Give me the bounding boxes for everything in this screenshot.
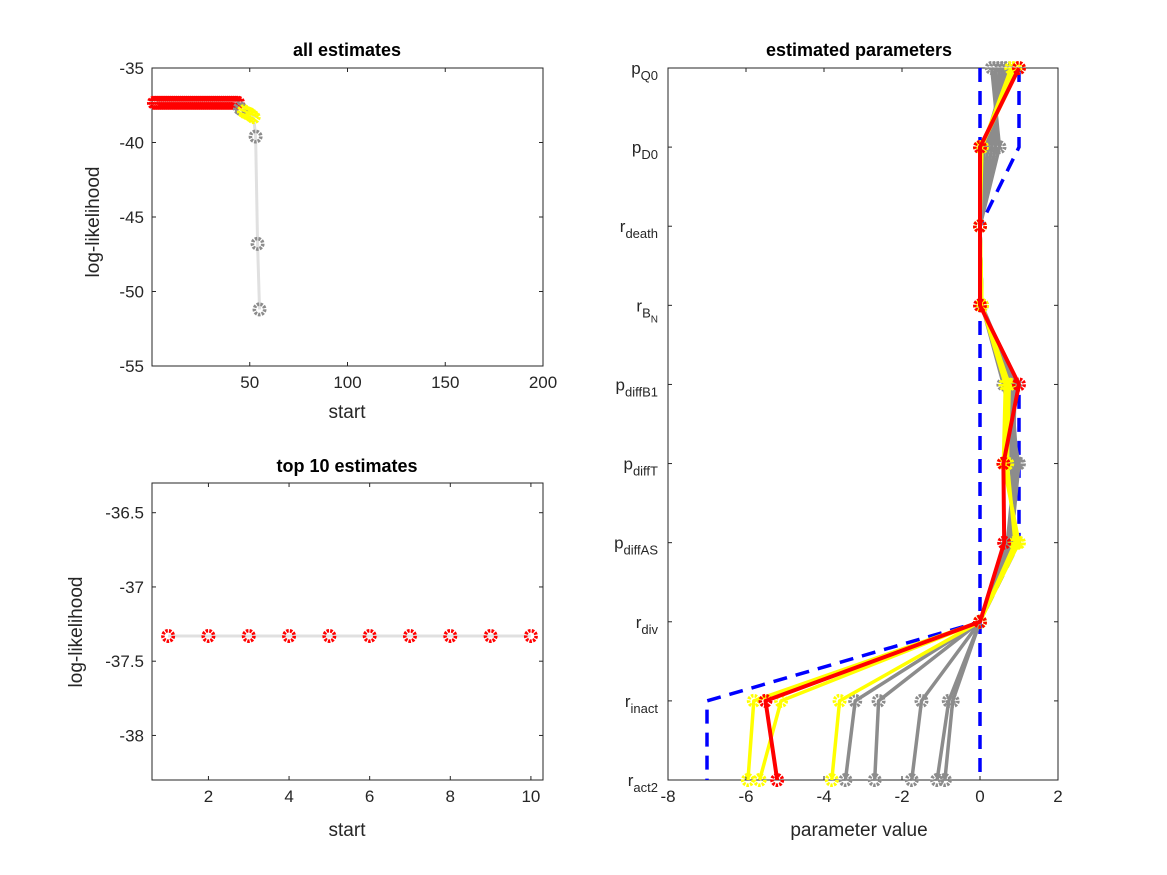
top10-estimates-ytick-label: -37 xyxy=(119,578,144,597)
parameter-series-point xyxy=(758,693,773,708)
all-estimates-point xyxy=(248,129,263,144)
all-estimates-ytick-label: -55 xyxy=(119,357,144,376)
parameter-series-point xyxy=(972,140,987,155)
top10-estimates-ytick-label: -38 xyxy=(119,726,144,745)
estimated-parameters-axes-box xyxy=(667,67,1059,781)
parameter-tick-label: rdiv xyxy=(636,613,659,637)
parameter-series-point xyxy=(996,456,1011,471)
all-estimates-point xyxy=(246,110,261,125)
parameter-tick-label: rdeath xyxy=(620,217,658,241)
top10-estimates-point xyxy=(201,628,216,643)
all-estimates-xtick-label: 50 xyxy=(240,373,259,392)
all-estimates-xlabel: start xyxy=(329,402,367,423)
top10-estimates-point xyxy=(362,628,377,643)
parameter-series-point xyxy=(941,693,956,708)
top10-estimates-point xyxy=(402,628,417,643)
parameter-series-point xyxy=(824,772,839,787)
parameter-series-point xyxy=(1011,60,1026,75)
parameter-series-point xyxy=(972,219,987,234)
parameter-series-point xyxy=(904,772,919,787)
top10-estimates-point xyxy=(483,628,498,643)
parameter-series-point xyxy=(848,693,863,708)
top10-estimates-xtick-label: 10 xyxy=(521,787,540,806)
parameter-series-line xyxy=(910,67,1019,781)
top10-estimates-ytick-label: -37.5 xyxy=(105,652,144,671)
parameter-series-point xyxy=(832,693,847,708)
parameter-series-point xyxy=(1008,535,1023,550)
parameter-tick-label: pdiffT xyxy=(623,455,658,479)
parameter-tick-label: pdiffB1 xyxy=(616,375,658,399)
top10-estimates-point xyxy=(523,628,538,643)
top10-estimates-ytick-label: -36.5 xyxy=(105,504,144,523)
top10-estimates-xtick-label: 8 xyxy=(446,787,455,806)
parameter-series-point xyxy=(740,772,755,787)
all-estimates-title: all estimates xyxy=(293,40,401,60)
parameter-series-point xyxy=(1011,377,1026,392)
parameter-series-point xyxy=(838,772,853,787)
top10-estimates-xtick-label: 2 xyxy=(204,787,213,806)
estimated-parameters-title: estimated parameters xyxy=(766,40,952,60)
all-estimates-ytick-label: -50 xyxy=(119,283,144,302)
parameter-series-point xyxy=(937,772,952,787)
estimated-parameters-xtick-label: -4 xyxy=(816,787,831,806)
estimated-parameters-xtick-label: 2 xyxy=(1053,787,1062,806)
top10-estimates-point xyxy=(161,628,176,643)
top10-estimates-point xyxy=(282,628,297,643)
parameter-series-point xyxy=(972,614,987,629)
estimated-parameters-xtick-label: -6 xyxy=(738,787,753,806)
parameter-series-point xyxy=(914,693,929,708)
all-estimates-point xyxy=(252,302,267,317)
top10-estimates-point xyxy=(241,628,256,643)
parameter-series-point xyxy=(997,535,1012,550)
parameter-tick-label: rinact xyxy=(625,692,659,716)
top10-estimates-xtick-label: 6 xyxy=(365,787,374,806)
parameter-tick-label: pdiffAS xyxy=(614,534,658,558)
all-estimates-xtick-label: 150 xyxy=(431,373,459,392)
all-estimates-ytick-label: -35 xyxy=(119,59,144,78)
all-estimates-ytick-label: -40 xyxy=(119,134,144,153)
parameter-series-point xyxy=(972,298,987,313)
estimated-parameters-panel: estimated parameters parameter value -8 -… xyxy=(614,40,1063,841)
all-estimates-xtick-label: 200 xyxy=(529,373,557,392)
parameter-series-line xyxy=(763,67,1021,781)
all-estimates-connector-line xyxy=(153,101,262,310)
parameter-series-point xyxy=(770,772,785,787)
estimated-parameters-xtick-label: -8 xyxy=(660,787,675,806)
parameter-tick-label: pQ0 xyxy=(631,59,658,83)
parameter-bound-upper xyxy=(705,68,1021,780)
all-estimates-ytick-label: -45 xyxy=(119,208,144,227)
parameter-series-point xyxy=(752,772,767,787)
parameter-tick-label: pD0 xyxy=(632,138,658,162)
top10-estimates-xtick-label: 4 xyxy=(284,787,293,806)
estimated-parameters-xlabel: parameter value xyxy=(790,820,927,841)
parameter-series-line xyxy=(872,67,1017,781)
parameter-tick-label: ract2 xyxy=(628,771,658,795)
parameter-series-point xyxy=(930,772,945,787)
top10-estimates-axes-box xyxy=(151,482,544,781)
parameter-tick-label: rBN xyxy=(636,296,658,325)
parameter-series-point xyxy=(871,693,886,708)
top10-estimates-panel: top 10 estimates start log-likelihood 2 4… xyxy=(66,456,544,841)
top10-estimates-point xyxy=(322,628,337,643)
all-estimates-point xyxy=(250,236,265,251)
top10-estimates-point xyxy=(443,628,458,643)
all-estimates-xtick-label: 100 xyxy=(333,373,361,392)
parameter-series-point xyxy=(867,772,882,787)
estimated-parameters-xtick-label: 0 xyxy=(975,787,984,806)
all-estimates-axes-box xyxy=(151,67,544,367)
all-estimates-ylabel: log-likelihood xyxy=(83,167,104,278)
estimated-parameters-xtick-label: -2 xyxy=(894,787,909,806)
all-estimates-panel: all estimates start log-likelihood 50 100… xyxy=(83,40,557,423)
top10-estimates-xlabel: start xyxy=(329,820,367,841)
top10-estimates-title: top 10 estimates xyxy=(276,456,417,476)
top10-estimates-ylabel: log-likelihood xyxy=(66,577,87,688)
